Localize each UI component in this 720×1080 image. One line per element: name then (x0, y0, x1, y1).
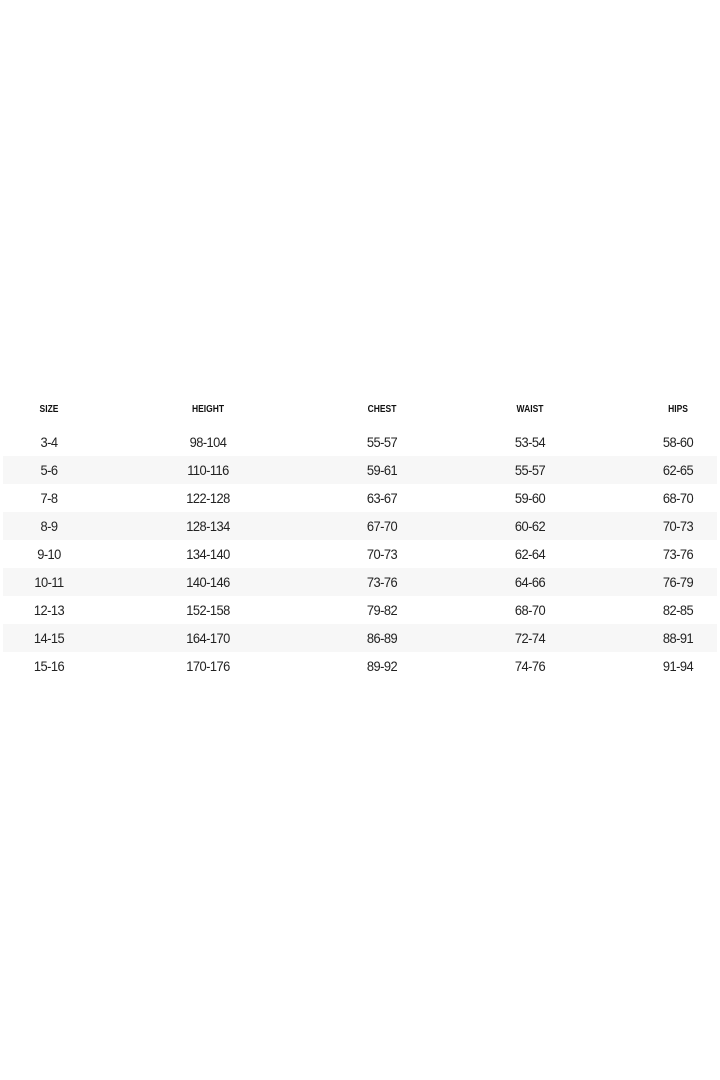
cell-chest: 73-76 (366, 574, 398, 590)
cell-size: 9-10 (37, 546, 61, 562)
cell-hips: 73-76 (662, 546, 694, 562)
cell-chest: 63-67 (366, 490, 398, 506)
cell-size: 10-11 (34, 574, 64, 590)
cell-size: 12-13 (33, 602, 65, 618)
cell-size: 8-9 (40, 518, 59, 534)
cell-height: 110-116 (187, 462, 229, 478)
cell-height: 140-146 (186, 574, 230, 590)
cell-size: 7-8 (40, 490, 59, 506)
header-height: HEIGHT (191, 404, 225, 415)
cell-size: 15-16 (33, 658, 65, 674)
cell-hips: 76-79 (662, 574, 694, 590)
cell-hips: 91-94 (662, 658, 694, 674)
header-waist: WAIST (516, 404, 544, 415)
table-row: 14-15 164-170 86-89 72-74 88-91 (3, 624, 717, 652)
table-header: SIZE HEIGHT CHEST WAIST HIPS (3, 395, 717, 428)
cell-hips: 68-70 (662, 490, 694, 506)
cell-hips: 82-85 (662, 602, 694, 618)
table-row: 12-13 152-158 79-82 68-70 82-85 (3, 596, 717, 624)
cell-chest: 79-82 (366, 602, 398, 618)
cell-waist: 74-76 (514, 658, 546, 674)
cell-hips: 70-73 (662, 518, 694, 534)
cell-chest: 55-57 (366, 434, 398, 450)
table-row: 5-6 110-116 59-61 55-57 62-65 (3, 456, 717, 484)
cell-height: 170-176 (186, 658, 230, 674)
cell-hips: 62-65 (662, 462, 694, 478)
cell-waist: 64-66 (514, 574, 546, 590)
cell-height: 128-134 (186, 518, 230, 534)
cell-height: 134-140 (186, 546, 230, 562)
table-row: 3-4 98-104 55-57 53-54 58-60 (3, 428, 717, 456)
cell-waist: 72-74 (514, 630, 546, 646)
cell-hips: 88-91 (662, 630, 694, 646)
cell-waist: 60-62 (514, 518, 546, 534)
table-row: 15-16 170-176 89-92 74-76 91-94 (3, 652, 717, 680)
header-hips: HIPS (668, 404, 688, 415)
table-row: 9-10 134-140 70-73 62-64 73-76 (3, 540, 717, 568)
cell-height: 122-128 (186, 490, 230, 506)
cell-size: 3-4 (40, 434, 59, 450)
table-row: 8-9 128-134 67-70 60-62 70-73 (3, 512, 717, 540)
cell-waist: 53-54 (514, 434, 546, 450)
cell-chest: 59-61 (366, 462, 398, 478)
cell-height: 164-170 (186, 630, 230, 646)
cell-size: 14-15 (33, 630, 65, 646)
cell-height: 98-104 (189, 434, 227, 450)
table-row: 10-11 140-146 73-76 64-66 76-79 (3, 568, 717, 596)
cell-size: 5-6 (40, 462, 59, 478)
cell-waist: 59-60 (514, 490, 546, 506)
cell-height: 152-158 (186, 602, 230, 618)
table-row: 7-8 122-128 63-67 59-60 68-70 (3, 484, 717, 512)
cell-chest: 86-89 (366, 630, 398, 646)
cell-waist: 62-64 (514, 546, 546, 562)
cell-chest: 89-92 (366, 658, 398, 674)
cell-waist: 55-57 (514, 462, 546, 478)
header-size: SIZE (39, 404, 59, 415)
size-chart-table: SIZE HEIGHT CHEST WAIST HIPS 3-4 98-104 55… (3, 395, 717, 680)
cell-chest: 67-70 (366, 518, 398, 534)
cell-waist: 68-70 (514, 602, 546, 618)
cell-chest: 70-73 (366, 546, 398, 562)
cell-hips: 58-60 (662, 434, 694, 450)
header-chest: CHEST (367, 404, 397, 415)
